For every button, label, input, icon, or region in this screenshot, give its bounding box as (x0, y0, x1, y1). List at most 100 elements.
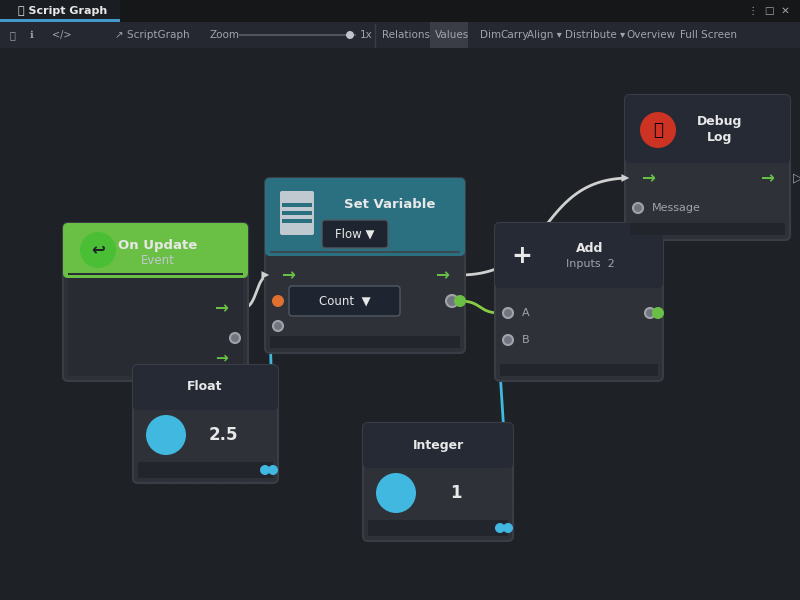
Circle shape (119, 234, 121, 236)
Circle shape (544, 559, 546, 561)
Circle shape (694, 409, 696, 411)
Circle shape (194, 434, 196, 436)
Circle shape (94, 59, 96, 61)
Text: ⋮  □  ✕: ⋮ □ ✕ (748, 6, 790, 16)
Circle shape (194, 509, 196, 511)
Circle shape (94, 284, 96, 286)
Circle shape (19, 109, 21, 111)
Circle shape (144, 584, 146, 586)
Circle shape (619, 434, 621, 436)
Circle shape (370, 209, 371, 211)
Circle shape (419, 259, 421, 261)
Circle shape (219, 309, 221, 311)
Circle shape (244, 284, 246, 286)
Circle shape (770, 484, 771, 486)
Circle shape (294, 59, 296, 61)
Circle shape (694, 484, 696, 486)
FancyBboxPatch shape (625, 95, 790, 240)
Circle shape (344, 584, 346, 586)
Text: </>: </> (52, 30, 71, 40)
Circle shape (494, 159, 496, 161)
Circle shape (419, 459, 421, 461)
Circle shape (119, 534, 121, 536)
Circle shape (794, 259, 796, 261)
Circle shape (344, 59, 346, 61)
Text: On Update: On Update (118, 238, 198, 251)
Bar (430, 22, 468, 48)
Circle shape (770, 409, 771, 411)
Circle shape (394, 284, 396, 286)
Circle shape (770, 509, 771, 511)
Circle shape (94, 359, 96, 361)
Circle shape (444, 534, 446, 536)
Circle shape (744, 259, 746, 261)
Circle shape (794, 159, 796, 161)
Circle shape (294, 234, 296, 236)
Bar (282, 203, 312, 207)
Circle shape (394, 234, 396, 236)
Circle shape (219, 159, 221, 161)
Circle shape (119, 84, 121, 86)
Bar (0, 22, 800, 48)
Text: Debug: Debug (698, 115, 742, 128)
Circle shape (394, 509, 396, 511)
Circle shape (244, 409, 246, 411)
Circle shape (19, 434, 21, 436)
Circle shape (719, 334, 721, 336)
Circle shape (419, 109, 421, 111)
Circle shape (794, 309, 796, 311)
Circle shape (669, 134, 670, 136)
Circle shape (594, 459, 596, 461)
Text: Event: Event (141, 254, 175, 268)
Circle shape (194, 159, 196, 161)
Circle shape (669, 309, 670, 311)
Circle shape (19, 409, 21, 411)
Circle shape (544, 159, 546, 161)
Circle shape (419, 309, 421, 311)
Circle shape (370, 334, 371, 336)
Circle shape (319, 409, 321, 411)
Text: →: → (281, 266, 295, 284)
Circle shape (770, 384, 771, 386)
Circle shape (19, 59, 21, 61)
Circle shape (344, 334, 346, 336)
Circle shape (794, 84, 796, 86)
Circle shape (19, 134, 21, 136)
Circle shape (469, 134, 470, 136)
Circle shape (170, 359, 171, 361)
Circle shape (744, 234, 746, 236)
Circle shape (144, 184, 146, 186)
Circle shape (519, 234, 521, 236)
Circle shape (644, 334, 646, 336)
Circle shape (719, 184, 721, 186)
Circle shape (694, 259, 696, 261)
Circle shape (319, 109, 321, 111)
Bar (500, 278, 658, 283)
Circle shape (469, 284, 470, 286)
Circle shape (170, 409, 171, 411)
Circle shape (644, 434, 646, 436)
Circle shape (494, 534, 496, 536)
Circle shape (494, 109, 496, 111)
Circle shape (244, 459, 246, 461)
Circle shape (644, 484, 646, 486)
Circle shape (219, 409, 221, 411)
Circle shape (170, 484, 171, 486)
Circle shape (319, 209, 321, 211)
Bar (0, 19, 120, 22)
Text: ▷: ▷ (793, 172, 800, 185)
Circle shape (494, 559, 496, 561)
Circle shape (269, 109, 270, 111)
Text: 2.5: 2.5 (208, 426, 238, 444)
Circle shape (744, 209, 746, 211)
Circle shape (419, 384, 421, 386)
Circle shape (144, 509, 146, 511)
Circle shape (269, 534, 270, 536)
Circle shape (194, 534, 196, 536)
Circle shape (444, 584, 446, 586)
Circle shape (544, 259, 546, 261)
Circle shape (219, 384, 221, 386)
Circle shape (244, 109, 246, 111)
Circle shape (244, 384, 246, 386)
Circle shape (644, 134, 646, 136)
